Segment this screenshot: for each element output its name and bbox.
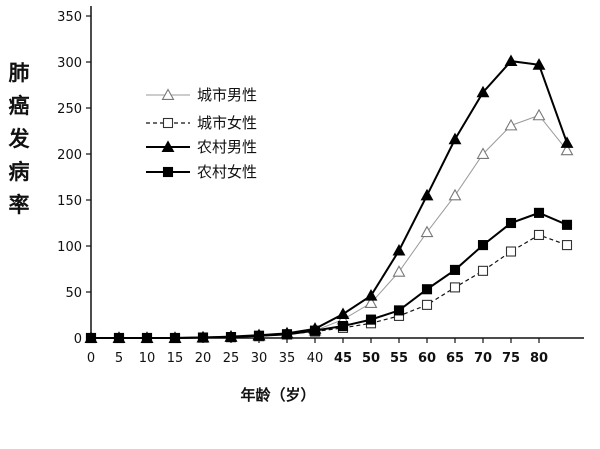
series-line [91, 114, 568, 339]
x-tick-label: 55 [390, 351, 408, 366]
y-tick-label: 50 [65, 286, 82, 301]
legend-label: 城市男性 [197, 86, 257, 104]
data-point-s2 [505, 246, 517, 257]
data-point-s4 [393, 305, 405, 316]
data-point-s2 [561, 240, 573, 251]
legend-item: 城市女性 [146, 114, 257, 132]
data-point-s3 [168, 331, 182, 343]
data-point-s4 [533, 207, 545, 218]
data-point-legend [161, 140, 175, 152]
x-tick-label: 25 [223, 351, 240, 366]
x-axis-label: 年龄（岁） [240, 386, 315, 404]
data-point-s1 [476, 147, 490, 159]
series-line [91, 60, 568, 339]
y-tick-label: 0 [74, 332, 82, 347]
x-tick-label: 20 [195, 351, 212, 366]
data-point-s1 [560, 143, 574, 156]
data-point-s3 [392, 243, 406, 256]
data-point-s2 [421, 299, 433, 310]
data-point-s1 [392, 265, 406, 277]
data-point-s4 [421, 284, 433, 295]
legend-label: 农村男性 [197, 138, 257, 156]
x-tick-label: 75 [502, 351, 520, 366]
y-tick-label: 250 [57, 102, 82, 117]
data-point-s1 [504, 118, 518, 131]
y-tick-label: 300 [57, 56, 82, 71]
series-1 [84, 108, 574, 343]
data-point-s4 [337, 320, 349, 332]
data-point-s4 [505, 217, 517, 229]
x-tick-label: 70 [474, 351, 492, 366]
x-tick-label: 80 [530, 351, 548, 366]
y-tick-label: 150 [57, 194, 82, 209]
data-point-s3 [252, 328, 266, 341]
data-point-s1 [420, 225, 434, 238]
y-tick-label: 100 [57, 240, 82, 255]
data-point-legend [161, 88, 175, 100]
data-point-s4 [477, 240, 489, 251]
data-point-s4 [365, 314, 377, 325]
x-tick-label: 60 [418, 351, 436, 366]
data-point-s3 [140, 331, 154, 343]
series-2 [85, 229, 573, 344]
data-point-s2 [477, 265, 489, 276]
data-point-s2 [533, 229, 545, 241]
data-point-s1 [448, 188, 462, 201]
y-tick-label: 200 [57, 148, 82, 163]
x-tick-labels: 0 5 10 15 20 25 30 35 40 45 50 55 60 65 70 75 80 [87, 351, 548, 366]
data-point-s3 [112, 331, 126, 343]
x-tick-label: 0 [87, 351, 95, 366]
data-point-s3 [476, 85, 490, 98]
data-point-legend [162, 166, 174, 178]
x-tick-label: 5 [115, 351, 123, 366]
series-line [91, 211, 568, 339]
x-tick-label: 35 [279, 351, 296, 366]
series-3 [84, 54, 574, 343]
data-point-s2 [449, 282, 461, 293]
data-point-s4 [449, 264, 461, 275]
data-point-s3 [224, 329, 238, 342]
data-point-s3 [308, 322, 322, 334]
x-tick-label: 50 [362, 351, 380, 366]
data-point-s3 [364, 289, 378, 301]
x-tick-label: 30 [251, 351, 268, 366]
legend-label: 城市女性 [197, 114, 257, 132]
axes [86, 6, 584, 343]
data-point-s3 [504, 54, 518, 67]
x-tick-label: 10 [139, 351, 156, 366]
y-axis-label-char: 病 [9, 160, 30, 184]
y-axis-label-char: 肺 [9, 61, 30, 85]
legend-item: 城市男性 [146, 86, 257, 104]
legend-item: 农村女性 [146, 163, 257, 181]
x-tick-label: 40 [307, 351, 324, 366]
data-point-s3 [196, 330, 210, 343]
y-tick-label: 350 [57, 10, 82, 25]
x-tick-label: 45 [334, 351, 352, 366]
y-axis-label-char: 癌 [9, 94, 30, 118]
legend-item: 农村男性 [146, 138, 257, 156]
y-axis-label-char: 率 [9, 193, 30, 217]
y-tick-labels: 0 50 100 150 200 250 300 350 [57, 10, 82, 347]
data-point-s4 [561, 219, 573, 230]
data-point-s3 [420, 188, 434, 201]
data-point-s1 [532, 108, 546, 121]
data-point-s1 [364, 296, 378, 308]
data-point-s3 [560, 136, 574, 148]
data-point-s3 [84, 331, 98, 343]
data-point-s3 [336, 307, 350, 320]
data-point-s3 [448, 132, 462, 145]
data-point-s3 [532, 58, 546, 70]
data-point-s3 [280, 326, 294, 339]
x-tick-label: 65 [446, 351, 464, 366]
series-layer [84, 54, 574, 344]
y-axis-label-char: 发 [8, 127, 31, 151]
x-tick-label: 15 [167, 351, 184, 366]
data-point-legend [162, 117, 174, 129]
legend-label: 农村女性 [197, 163, 257, 181]
